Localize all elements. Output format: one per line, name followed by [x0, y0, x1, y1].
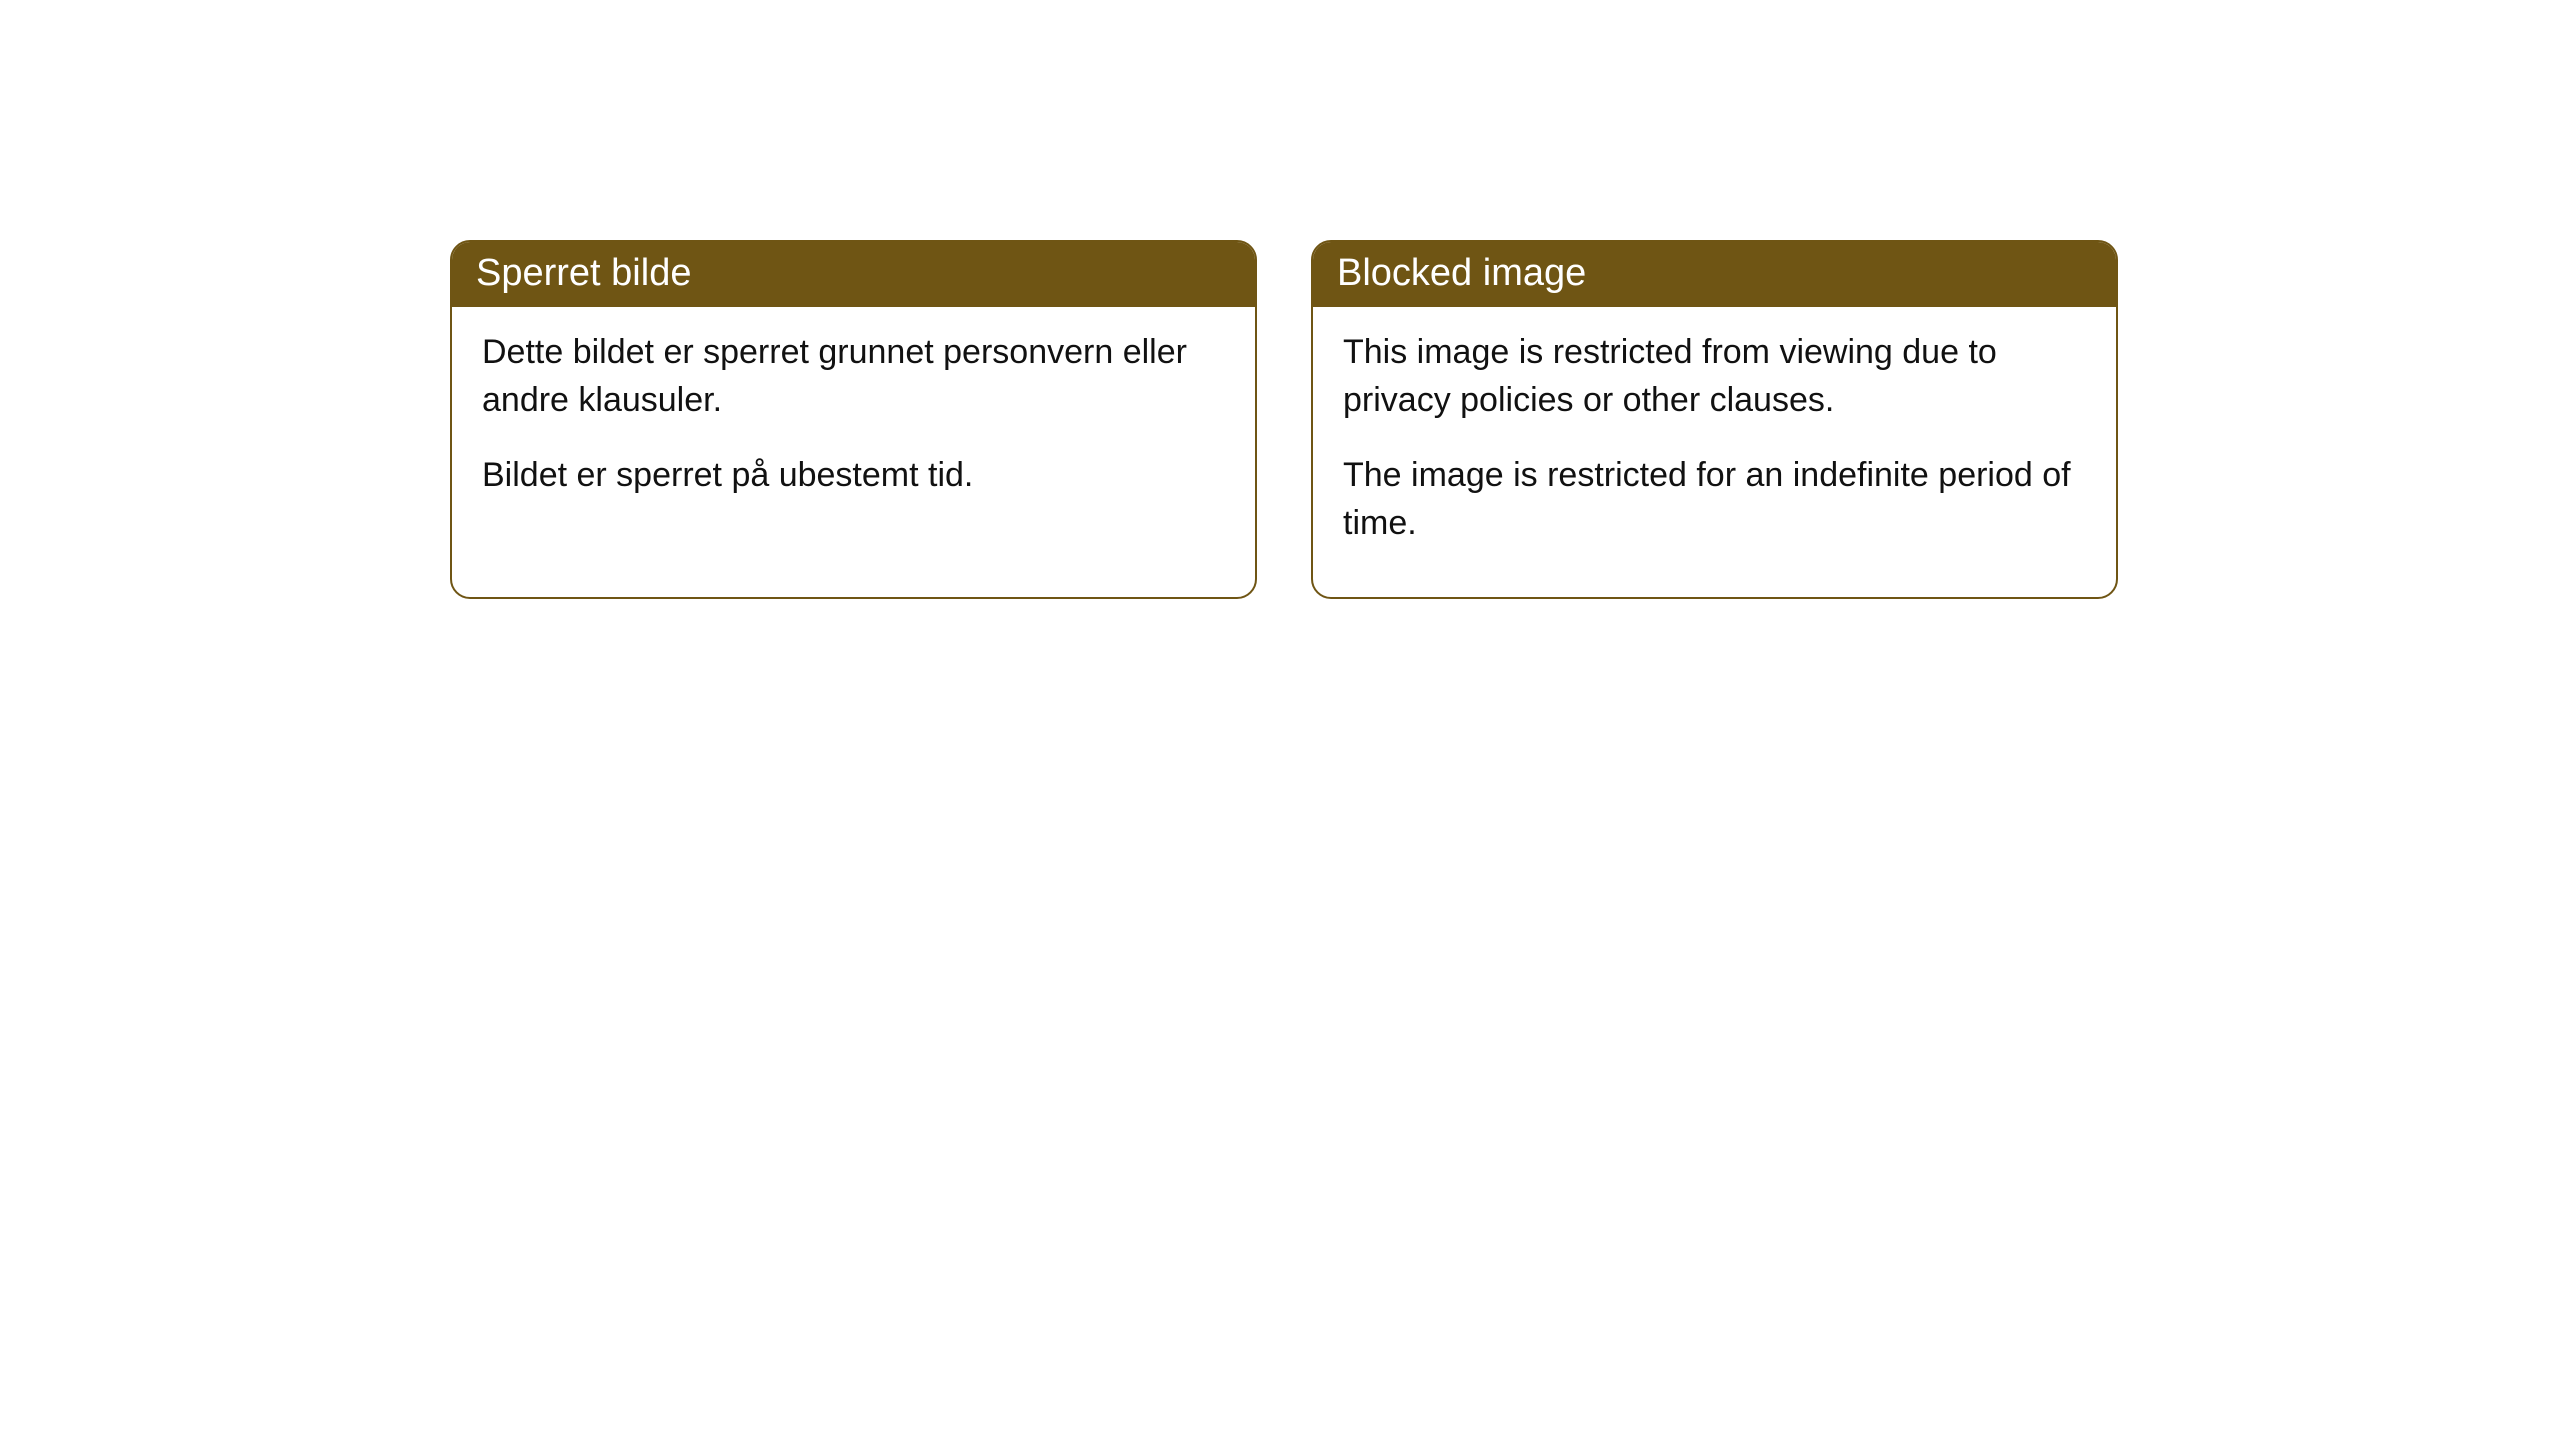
blocked-image-card-en: Blocked image This image is restricted f… — [1311, 240, 2118, 599]
blocked-image-card-no: Sperret bilde Dette bildet er sperret gr… — [450, 240, 1257, 599]
card-body-no: Dette bildet er sperret grunnet personve… — [452, 307, 1255, 550]
card-paragraph-2-en: The image is restricted for an indefinit… — [1343, 452, 2086, 547]
card-header-en: Blocked image — [1313, 242, 2116, 307]
card-paragraph-1-en: This image is restricted from viewing du… — [1343, 329, 2086, 424]
card-paragraph-2-no: Bildet er sperret på ubestemt tid. — [482, 452, 1225, 500]
card-paragraph-1-no: Dette bildet er sperret grunnet personve… — [482, 329, 1225, 424]
cards-container: Sperret bilde Dette bildet er sperret gr… — [0, 0, 2560, 599]
card-header-no: Sperret bilde — [452, 242, 1255, 307]
card-body-en: This image is restricted from viewing du… — [1313, 307, 2116, 597]
